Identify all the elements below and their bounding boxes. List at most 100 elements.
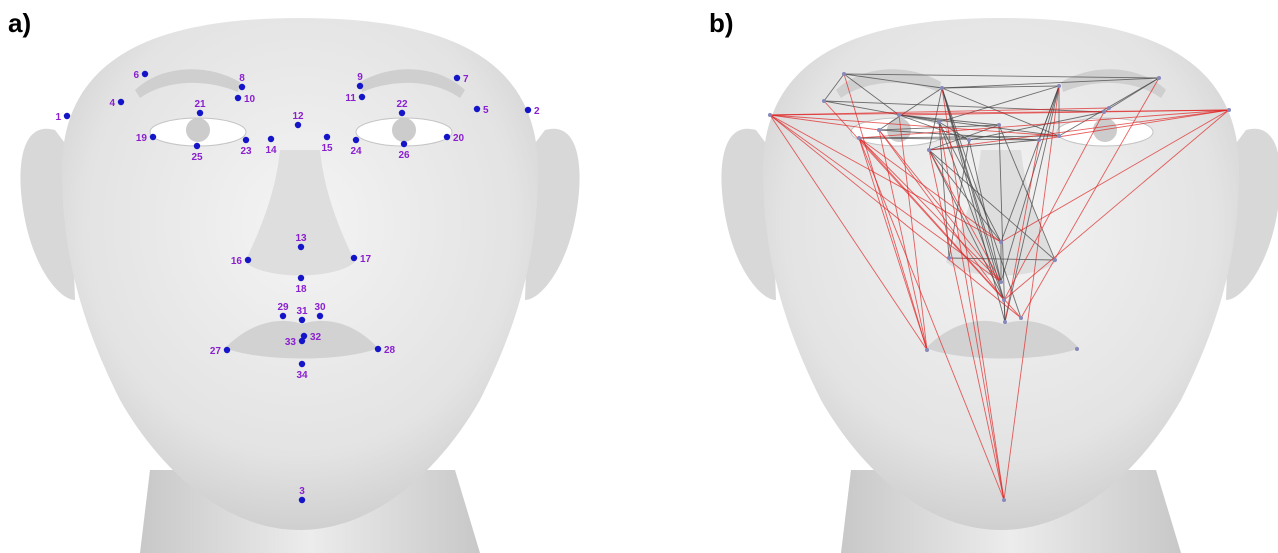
edge-gray-43 xyxy=(938,121,1005,301)
edge-red-25 xyxy=(858,137,1002,243)
network-node-21 xyxy=(1003,320,1007,324)
landmark-dot-26 xyxy=(400,140,408,148)
edge-red-16 xyxy=(878,129,1002,283)
left-eyebrow xyxy=(135,69,240,98)
edge-red-32 xyxy=(938,121,1005,501)
landmark-label-29: 29 xyxy=(277,302,289,313)
landmark-label-21: 21 xyxy=(194,99,206,110)
edge-gray-42 xyxy=(928,139,1040,151)
network-node-9 xyxy=(937,120,941,124)
landmark-label-6: 6 xyxy=(133,70,139,81)
network-node-17 xyxy=(1053,258,1057,262)
landmark-dot-7 xyxy=(453,74,461,82)
edge-red-22 xyxy=(1020,77,1160,319)
network-node-16 xyxy=(947,256,951,260)
landmark-dot-16 xyxy=(244,256,252,264)
edge-red-7 xyxy=(1000,109,1230,243)
network-node-4 xyxy=(940,86,944,90)
panel-label-b: b) xyxy=(709,8,734,38)
network-node-18 xyxy=(999,280,1003,284)
face-illustration xyxy=(20,18,580,553)
edge-gray-35 xyxy=(823,100,940,123)
network-node-6 xyxy=(822,99,826,103)
landmark-dot-31 xyxy=(298,316,306,324)
landmark-dot-32 xyxy=(300,332,308,340)
landmark-label-11: 11 xyxy=(345,93,356,104)
landmark-dot-8 xyxy=(238,83,246,91)
landmark-dot-34 xyxy=(298,360,306,368)
landmark-dot-13 xyxy=(297,243,305,251)
network-node-19 xyxy=(1002,298,1006,302)
edge-gray-7 xyxy=(898,114,1000,126)
edge-gray-32 xyxy=(938,121,1002,243)
landmark-label-4: 4 xyxy=(109,98,115,109)
edge-gray-1 xyxy=(843,73,943,89)
edge-gray-33 xyxy=(928,149,1056,261)
network-node-26 xyxy=(877,128,881,132)
edge-gray-2 xyxy=(941,85,1060,89)
landmark-dot-28 xyxy=(374,345,382,353)
landmark-label-22: 22 xyxy=(396,99,408,110)
edge-red-19 xyxy=(769,114,1002,243)
landmark-label-24: 24 xyxy=(350,146,362,157)
edge-red-21 xyxy=(843,73,928,351)
landmark-label-26: 26 xyxy=(398,150,410,161)
network-node-8 xyxy=(897,113,901,117)
landmark-dot-2 xyxy=(524,106,532,114)
right-eyebrow xyxy=(1061,69,1166,98)
landmark-dot-17 xyxy=(350,254,358,262)
landmark-dot-9 xyxy=(356,82,364,90)
edge-gray-5 xyxy=(823,73,845,102)
landmark-dot-27 xyxy=(223,346,231,354)
landmark-dot-23 xyxy=(242,136,250,144)
edge-gray-22 xyxy=(878,87,943,131)
landmark-label-20: 20 xyxy=(453,133,465,144)
edge-gray-17 xyxy=(941,87,1005,301)
landmark-dot-15 xyxy=(323,133,331,141)
landmark-label-31: 31 xyxy=(296,306,308,317)
landmark-dot-5 xyxy=(473,105,481,113)
landmark-label-13: 13 xyxy=(295,233,307,244)
network-node-27 xyxy=(1037,138,1041,142)
edge-gray-31 xyxy=(1000,85,1060,283)
edge-gray-46 xyxy=(1004,85,1060,323)
edge-red-27 xyxy=(878,129,1005,301)
landmark-dot-6 xyxy=(141,70,149,78)
panel-b: b) xyxy=(639,0,1278,553)
landmark-label-27: 27 xyxy=(210,346,222,357)
edge-red-5 xyxy=(769,114,1022,319)
landmark-dot-29 xyxy=(279,312,287,320)
edge-network xyxy=(769,73,1230,501)
edge-gray-16 xyxy=(998,124,1056,261)
landmark-label-28: 28 xyxy=(384,345,396,356)
edge-red-26 xyxy=(928,149,1002,283)
landmark-dot-3 xyxy=(298,496,306,504)
lips xyxy=(926,320,1079,359)
landmark-label-14: 14 xyxy=(265,145,277,156)
edge-red-15 xyxy=(878,129,928,351)
landmark-label-32: 32 xyxy=(310,332,322,343)
network-node-2 xyxy=(842,72,846,76)
edge-gray-24 xyxy=(928,149,1002,243)
edge-gray-21 xyxy=(878,129,1040,141)
edge-red-28 xyxy=(1004,139,1040,323)
network-node-3 xyxy=(1157,76,1161,80)
landmark-dot-1 xyxy=(63,112,71,120)
edge-red-17 xyxy=(823,100,1005,301)
panel-a: 1 2 3 4 5 6 7 8 9 10 11 12 13 14 15 16 17 18 19 20 21 22 23 24 2… xyxy=(8,8,580,553)
edge-gray-29 xyxy=(998,124,1006,323)
landmark-label-25: 25 xyxy=(191,152,203,163)
edge-red-30 xyxy=(769,114,880,131)
edge-red-11 xyxy=(858,137,1002,283)
landmark-label-2: 2 xyxy=(534,106,540,117)
landmark-dot-33 xyxy=(298,337,306,345)
edge-red-3 xyxy=(769,114,928,351)
landmark-dot-4 xyxy=(117,98,125,106)
landmark-dot-19 xyxy=(149,133,157,141)
landmark-label-23: 23 xyxy=(240,146,252,157)
landmark-dot-24 xyxy=(352,136,360,144)
edge-gray-39 xyxy=(941,87,1060,137)
landmark-label-34: 34 xyxy=(296,370,308,381)
landmark-dot-10 xyxy=(234,94,242,102)
